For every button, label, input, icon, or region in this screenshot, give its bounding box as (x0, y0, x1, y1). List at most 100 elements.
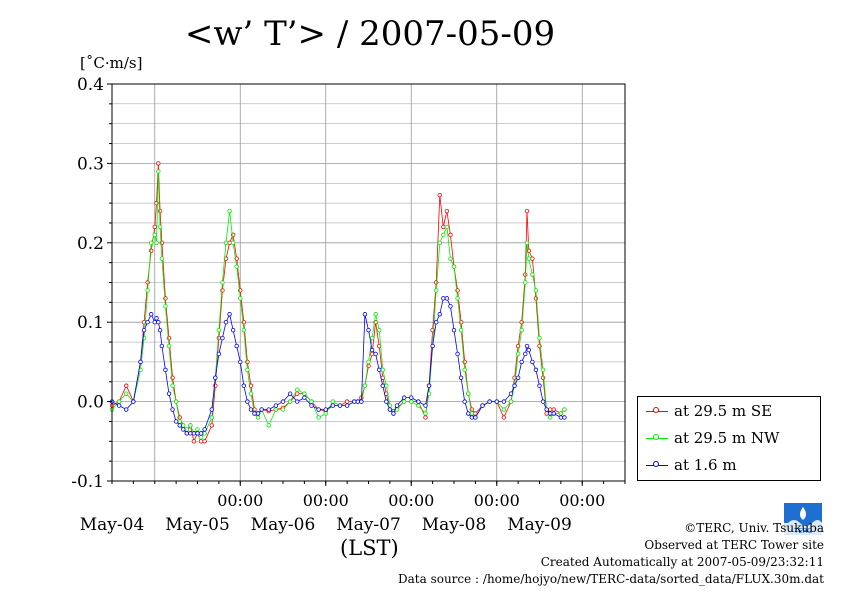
data-point (519, 359, 524, 365)
data-point (394, 403, 400, 408)
data-point (141, 327, 147, 333)
y-tick-label: -0.1 (71, 472, 104, 492)
data-point (547, 411, 553, 416)
data-point (266, 423, 271, 428)
data-point (252, 411, 257, 416)
data-point (473, 415, 478, 420)
data-point (480, 403, 485, 408)
data-point (266, 407, 271, 412)
data-point (526, 347, 532, 353)
data-point (202, 427, 207, 432)
data-point (181, 427, 186, 432)
data-point (373, 312, 378, 317)
data-point (241, 383, 247, 388)
data-point (227, 312, 232, 317)
data-point (466, 391, 471, 396)
data-point (216, 351, 222, 357)
data-point (287, 399, 293, 404)
data-point (273, 407, 279, 412)
data-point (362, 383, 368, 388)
data-point (238, 296, 243, 301)
data-point (230, 327, 236, 333)
data-point (145, 288, 150, 293)
data-point (209, 407, 214, 412)
data-point (191, 439, 197, 444)
data-point (530, 359, 535, 365)
data-point (451, 264, 457, 269)
data-point (469, 411, 475, 416)
data-point (145, 280, 150, 285)
data-point (433, 320, 439, 325)
data-point (166, 335, 172, 341)
data-point (316, 407, 321, 412)
data-point (198, 439, 204, 444)
data-point (170, 375, 175, 380)
data-point (558, 415, 564, 420)
data-point (255, 415, 261, 420)
data-point (248, 407, 254, 412)
data-point (124, 407, 129, 412)
data-point (157, 327, 163, 333)
data-point (437, 312, 442, 317)
terc-logo-icon: TERC (784, 503, 822, 535)
data-point (159, 343, 165, 349)
data-point (188, 431, 193, 436)
data-point (524, 208, 530, 214)
data-point (426, 383, 432, 388)
day-label: May-09 (507, 515, 572, 535)
data-point (448, 232, 453, 238)
y-tick-label: 0.0 (77, 393, 104, 413)
data-point (373, 351, 378, 357)
data-point (416, 399, 421, 404)
data-point (330, 399, 336, 404)
data-point (234, 343, 239, 349)
y-tick-label: 0.1 (77, 313, 104, 333)
data-point (154, 240, 159, 245)
data-point (166, 391, 172, 396)
data-point (551, 411, 556, 416)
data-point (562, 415, 567, 420)
data-point (501, 399, 507, 404)
data-point (501, 415, 507, 420)
data-point (401, 399, 407, 404)
x-tick-label: 00:00 (388, 491, 434, 510)
data-point (524, 240, 530, 245)
data-point (458, 327, 464, 333)
svg-text:TERC: TERC (793, 527, 812, 535)
data-point (409, 395, 414, 400)
data-point (433, 288, 439, 293)
day-label: May-08 (422, 515, 487, 535)
data-point (230, 240, 236, 245)
data-point (423, 415, 428, 420)
data-point (131, 399, 136, 404)
chart-title: <w’ T’> / 2007-05-09 (184, 14, 556, 54)
data-point (124, 383, 129, 388)
data-point (416, 403, 421, 408)
data-point (280, 399, 286, 404)
data-point (533, 367, 539, 373)
legend-label-nw: at 29.5 m NW (674, 429, 780, 447)
data-point (444, 296, 450, 301)
data-point (508, 391, 514, 396)
data-point (152, 224, 157, 230)
data-point (423, 403, 428, 408)
data-point (166, 343, 172, 349)
data-point (177, 423, 182, 428)
data-point (462, 367, 467, 373)
data-point (234, 264, 239, 269)
data-point (441, 224, 446, 230)
data-point (223, 240, 229, 245)
data-point (512, 383, 517, 388)
legend-label-se: at 29.5 m SE (674, 402, 773, 420)
data-point (245, 359, 250, 365)
data-point (195, 427, 200, 432)
data-point (376, 367, 382, 373)
data-point (152, 232, 157, 238)
data-point (148, 248, 154, 253)
data-point (562, 407, 567, 412)
data-point (152, 320, 157, 325)
data-point (216, 327, 222, 333)
data-point (323, 407, 328, 412)
data-point (259, 407, 264, 412)
data-point (369, 351, 375, 357)
